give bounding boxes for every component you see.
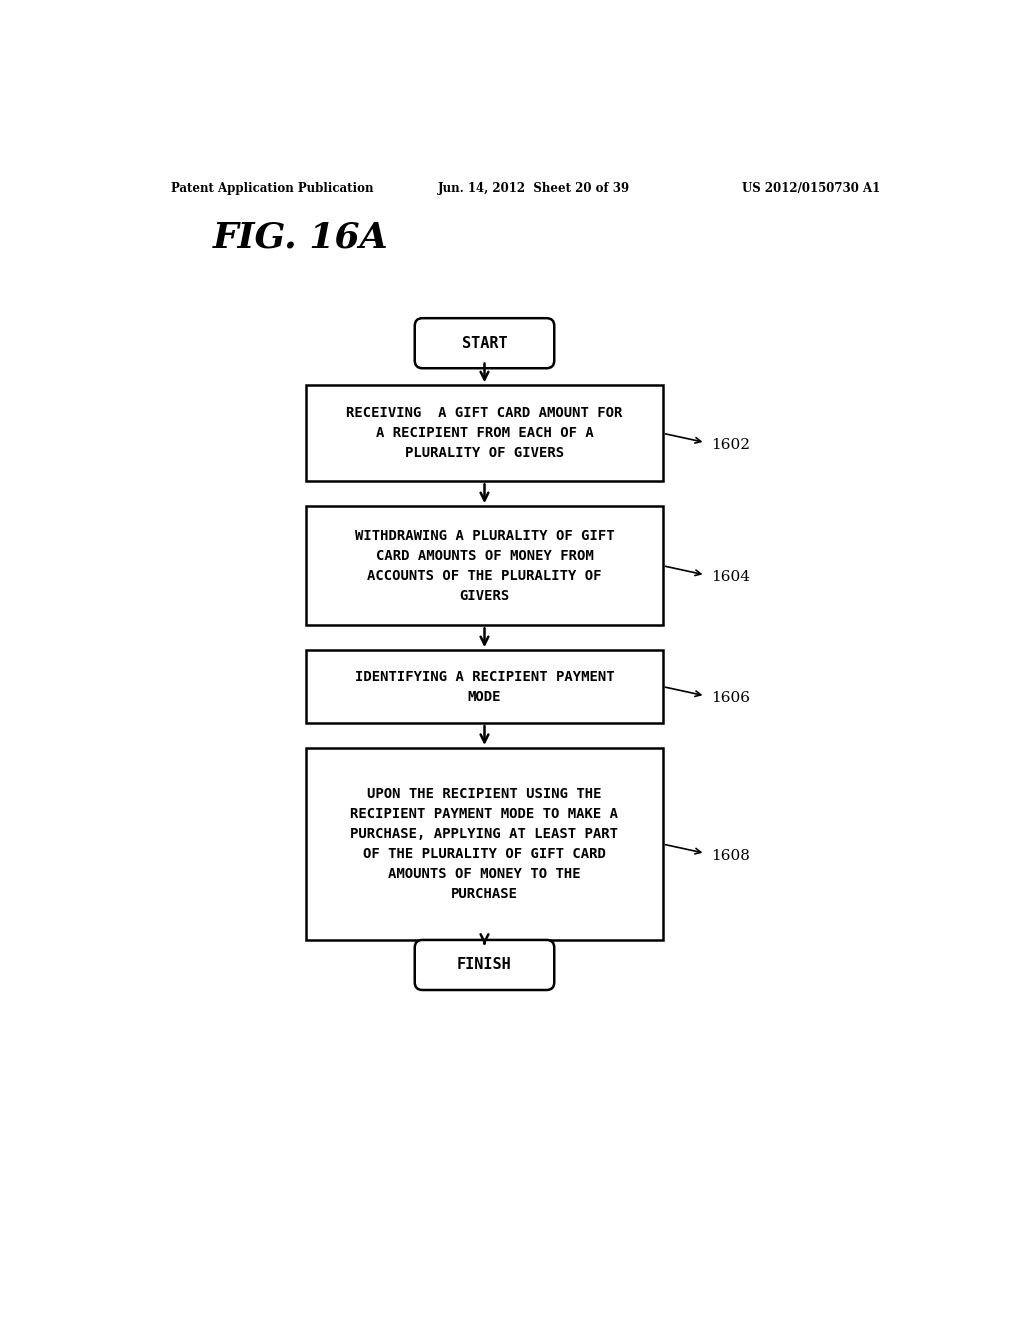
Text: Jun. 14, 2012  Sheet 20 of 39: Jun. 14, 2012 Sheet 20 of 39 — [438, 182, 630, 194]
Text: 1604: 1604 — [712, 570, 751, 585]
Text: UPON THE RECIPIENT USING THE
RECIPIENT PAYMENT MODE TO MAKE A
PURCHASE, APPLYING: UPON THE RECIPIENT USING THE RECIPIENT P… — [350, 787, 618, 902]
FancyBboxPatch shape — [306, 748, 663, 940]
Text: 1606: 1606 — [712, 692, 751, 705]
Text: 1602: 1602 — [712, 438, 751, 451]
FancyBboxPatch shape — [415, 940, 554, 990]
Text: RECEIVING  A GIFT CARD AMOUNT FOR
A RECIPIENT FROM EACH OF A
PLURALITY OF GIVERS: RECEIVING A GIFT CARD AMOUNT FOR A RECIP… — [346, 407, 623, 461]
FancyBboxPatch shape — [415, 318, 554, 368]
FancyBboxPatch shape — [306, 506, 663, 626]
FancyBboxPatch shape — [306, 649, 663, 723]
Text: US 2012/0150730 A1: US 2012/0150730 A1 — [741, 182, 880, 194]
Text: START: START — [462, 335, 507, 351]
FancyBboxPatch shape — [306, 385, 663, 482]
Text: FIG. 16A: FIG. 16A — [213, 220, 389, 253]
Text: FINISH: FINISH — [457, 957, 512, 973]
Text: Patent Application Publication: Patent Application Publication — [171, 182, 373, 194]
Text: IDENTIFYING A RECIPIENT PAYMENT
MODE: IDENTIFYING A RECIPIENT PAYMENT MODE — [354, 669, 614, 704]
Text: 1608: 1608 — [712, 849, 751, 863]
Text: WITHDRAWING A PLURALITY OF GIFT
CARD AMOUNTS OF MONEY FROM
ACCOUNTS OF THE PLURA: WITHDRAWING A PLURALITY OF GIFT CARD AMO… — [354, 528, 614, 603]
